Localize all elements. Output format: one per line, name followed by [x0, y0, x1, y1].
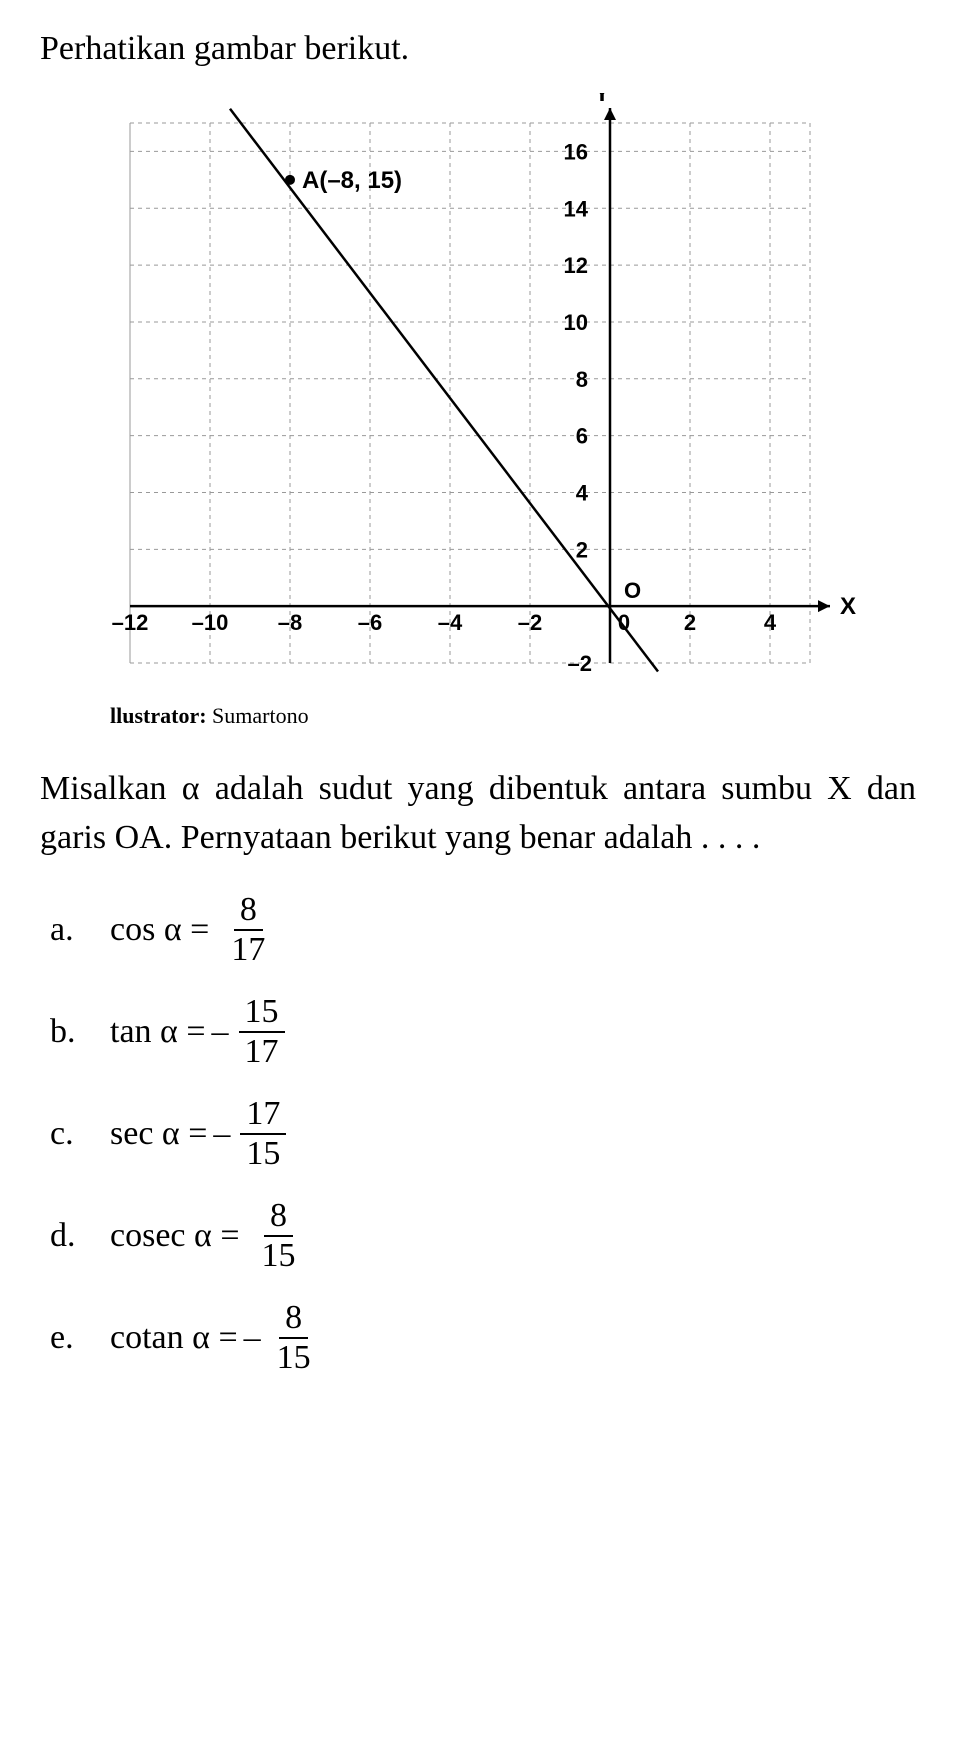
option-fraction: 8 15: [271, 1301, 317, 1375]
option-e: e. cotan α = – 8 15: [50, 1301, 916, 1375]
svg-text:–6: –6: [358, 610, 382, 635]
svg-text:Y: Y: [594, 93, 610, 107]
fraction-numerator: 8: [264, 1199, 293, 1237]
option-func: sec α =: [110, 1115, 207, 1153]
option-func: tan α =: [110, 1013, 206, 1051]
fraction-numerator: 8: [234, 893, 263, 931]
svg-text:–4: –4: [438, 610, 463, 635]
svg-text:12: 12: [564, 253, 588, 278]
option-fraction: 8 17: [225, 893, 271, 967]
chart-container: A(–8, 15) –12 –10 –8 –6 –4 –2 2 4 –2 2 4 6 8 10 12 14 16 O…: [100, 93, 860, 693]
illustrator-label: llustrator:: [110, 703, 207, 728]
option-letter: c.: [50, 1115, 110, 1153]
fraction-numerator: 8: [279, 1301, 308, 1339]
fraction-numerator: 17: [240, 1097, 286, 1135]
option-sign: –: [212, 1013, 229, 1051]
option-sign: –: [213, 1115, 230, 1153]
svg-text:–2: –2: [568, 651, 592, 676]
option-c: c. sec α = – 17 15: [50, 1097, 916, 1171]
option-a: a. cos α = 8 17: [50, 893, 916, 967]
option-letter: a.: [50, 911, 110, 949]
svg-text:4: 4: [764, 610, 777, 635]
svg-text:8: 8: [576, 367, 588, 392]
option-func: cosec α =: [110, 1217, 240, 1255]
svg-text:6: 6: [576, 424, 588, 449]
intro-text: Perhatikan gambar berikut.: [40, 30, 916, 68]
option-sign: –: [244, 1319, 261, 1357]
question-text: Misalkan α adalah sudut yang dibentuk an…: [40, 764, 916, 863]
fraction-denominator: 15: [240, 1135, 286, 1171]
option-letter: d.: [50, 1217, 110, 1255]
coordinate-chart: A(–8, 15) –12 –10 –8 –6 –4 –2 2 4 –2 2 4 6 8 10 12 14 16 O…: [100, 93, 860, 693]
svg-text:2: 2: [576, 537, 588, 562]
svg-text:–2: –2: [518, 610, 542, 635]
svg-text:–12: –12: [112, 610, 149, 635]
answer-options: a. cos α = 8 17 b. tan α = – 15 17 c. se…: [40, 893, 916, 1375]
option-letter: e.: [50, 1319, 110, 1357]
fraction-denominator: 15: [256, 1237, 302, 1273]
option-letter: b.: [50, 1013, 110, 1051]
svg-text:A(–8, 15): A(–8, 15): [302, 167, 402, 194]
svg-text:10: 10: [564, 310, 588, 335]
fraction-denominator: 17: [225, 931, 271, 967]
option-d: d. cosec α = 8 15: [50, 1199, 916, 1273]
svg-text:0: 0: [618, 610, 630, 635]
svg-text:4: 4: [576, 480, 589, 505]
svg-text:–10: –10: [192, 610, 229, 635]
illustrator-credit: llustrator: Sumartono: [110, 703, 916, 729]
option-func: cos α =: [110, 911, 209, 949]
option-fraction: 17 15: [240, 1097, 286, 1171]
illustrator-name: Sumartono: [212, 703, 309, 728]
option-b: b. tan α = – 15 17: [50, 995, 916, 1069]
option-fraction: 8 15: [256, 1199, 302, 1273]
svg-text:O: O: [624, 578, 641, 603]
fraction-numerator: 15: [239, 995, 285, 1033]
svg-text:2: 2: [684, 610, 696, 635]
option-fraction: 15 17: [239, 995, 285, 1069]
svg-text:16: 16: [564, 139, 588, 164]
svg-text:X: X: [840, 593, 856, 620]
svg-text:–8: –8: [278, 610, 302, 635]
option-func: cotan α =: [110, 1319, 238, 1357]
fraction-denominator: 15: [271, 1339, 317, 1375]
fraction-denominator: 17: [239, 1033, 285, 1069]
svg-text:14: 14: [564, 196, 589, 221]
